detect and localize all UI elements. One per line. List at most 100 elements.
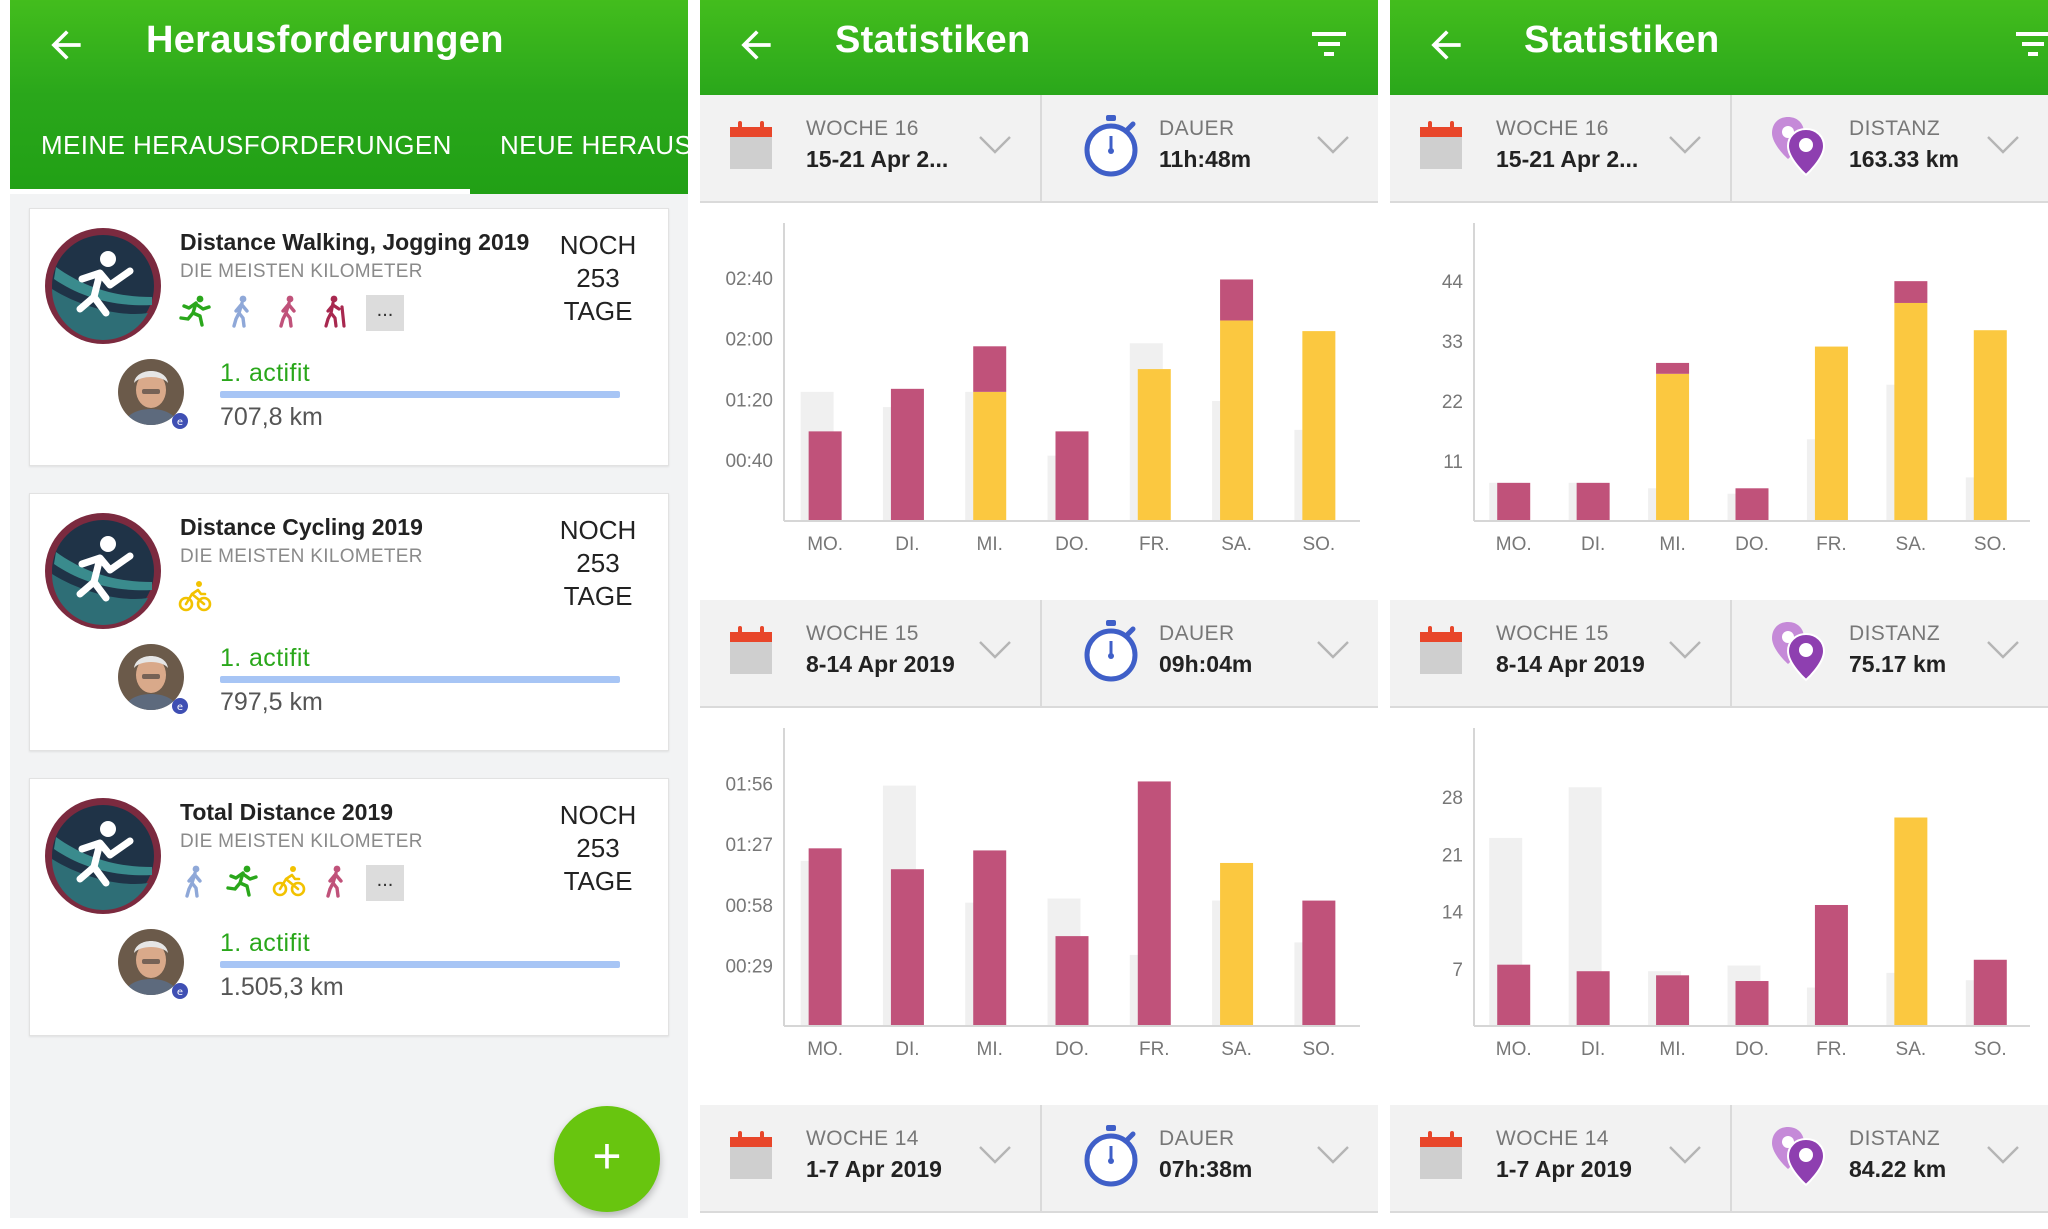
x-tick-label: MI. (1659, 1039, 1685, 1060)
days-remaining: NOCH 253 TAGE (530, 229, 666, 328)
leader-distance: 707,8 km (220, 403, 323, 431)
chevron-down-icon[interactable] (978, 1145, 1012, 1165)
week-selector[interactable]: WOCHE 16 15-21 Apr 2... (700, 95, 1040, 201)
bar-segment-red (1497, 482, 1531, 521)
chevron-down-icon[interactable] (1986, 1145, 2020, 1165)
week-selector[interactable]: WOCHE 14 1-7 Apr 2019 (1390, 1105, 1730, 1211)
y-tick-label: 22 (1442, 392, 1463, 413)
back-arrow-icon[interactable] (1424, 23, 1468, 67)
progress-bar (220, 676, 620, 683)
more-activities-button[interactable]: ... (366, 295, 404, 331)
challenge-card[interactable]: Total Distance 2019 DIE MEISTEN KILOMETE… (29, 778, 669, 1036)
bar-segment-red (973, 850, 1007, 1026)
x-tick-label: MI. (977, 534, 1003, 555)
avatar[interactable]: e (116, 642, 194, 720)
stopwatch-icon (1084, 620, 1138, 682)
y-tick-label: 11 (1443, 452, 1463, 473)
chevron-down-icon[interactable] (978, 640, 1012, 660)
y-tick-label: 14 (1442, 903, 1464, 924)
chevron-down-icon[interactable] (1316, 640, 1350, 660)
chevron-down-icon[interactable] (978, 135, 1012, 155)
metric-label: DAUER (1159, 117, 1235, 140)
avatar[interactable]: e (116, 357, 194, 435)
challenge-title: Total Distance 2019 (180, 799, 394, 825)
x-tick-label: DO. (1055, 534, 1089, 555)
challenges-screen: Herausforderungen MEINE HERAUSFORDERUNGE… (10, 0, 688, 1229)
more-activities-button[interactable]: ... (366, 865, 404, 901)
challenge-card[interactable]: Distance Walking, Jogging 2019 DIE MEIST… (29, 208, 669, 466)
chevron-down-icon[interactable] (1668, 135, 1702, 155)
metric-label: DISTANZ (1849, 1127, 1941, 1150)
week-selector[interactable]: WOCHE 16 15-21 Apr 2... (1390, 95, 1730, 201)
chevron-down-icon[interactable] (1668, 1145, 1702, 1165)
svg-text:e: e (177, 702, 183, 713)
chevron-down-icon[interactable] (1668, 640, 1702, 660)
days-remaining-prefix: NOCH (559, 800, 637, 830)
leader-rank[interactable]: 1. actifit (220, 929, 311, 957)
days-remaining-prefix: NOCH (559, 515, 637, 545)
back-arrow-icon[interactable] (44, 23, 88, 67)
metric-selector[interactable]: DAUER 09h:04m (1042, 600, 1378, 706)
progress-bar (220, 961, 620, 968)
activity-icons: ... (178, 863, 404, 903)
leader-rank[interactable]: 1. actifit (220, 644, 311, 672)
week-header: WOCHE 15 8-14 Apr 2019 DAUER 09h:04m (700, 600, 1378, 708)
page-title: Herausforderungen (146, 19, 504, 61)
header-divider (1730, 600, 1732, 706)
week-header: WOCHE 16 15-21 Apr 2... DISTANZ 163.33 k… (1390, 95, 2048, 203)
bar-segment-red (1137, 781, 1171, 1026)
running-icon (225, 864, 259, 903)
avatar[interactable]: e (116, 927, 194, 1005)
walking-icon (225, 294, 259, 333)
x-tick-label: MO. (1496, 1039, 1532, 1060)
y-tick-label: 28 (1442, 788, 1463, 809)
bar-segment-yellow (1894, 302, 1928, 521)
days-remaining-suffix: TAGE (563, 866, 633, 896)
stopwatch-icon (1084, 115, 1138, 177)
metric-total: 07h:38m (1159, 1156, 1253, 1182)
filter-icon[interactable] (1306, 24, 1352, 64)
metric-selector[interactable]: DAUER 11h:48m (1042, 95, 1378, 201)
y-tick-label: 21 (1442, 845, 1463, 866)
challenge-card[interactable]: Distance Cycling 2019 DIE MEISTEN KILOME… (29, 493, 669, 751)
metric-label: DISTANZ (1849, 117, 1941, 140)
tab-new-challenges[interactable]: NEUE HERAUSFORDERUNGEN (500, 130, 688, 160)
metric-selector[interactable]: DISTANZ 84.22 km (1732, 1105, 2048, 1211)
metric-selector[interactable]: DAUER 07h:38m (1042, 1105, 1378, 1211)
bar-segment-red (890, 388, 924, 521)
x-tick-label: DO. (1735, 534, 1769, 555)
metric-selector[interactable]: DISTANZ 163.33 km (1732, 95, 2048, 201)
svg-text:e: e (177, 987, 183, 998)
x-tick-label: MI. (977, 1039, 1003, 1060)
week-range: 8-14 Apr 2019 (806, 651, 955, 677)
filter-icon[interactable] (2010, 24, 2048, 64)
chevron-down-icon[interactable] (1986, 640, 2020, 660)
leader-rank[interactable]: 1. actifit (220, 359, 311, 387)
active-tab-indicator (10, 189, 470, 194)
week-selector[interactable]: WOCHE 14 1-7 Apr 2019 (700, 1105, 1040, 1211)
bar-segment-yellow (1220, 320, 1254, 521)
y-tick-label: 01:56 (725, 775, 773, 796)
challenge-logo-icon (45, 513, 161, 629)
x-tick-label: FR. (1816, 534, 1847, 555)
chevron-down-icon[interactable] (1316, 1145, 1350, 1165)
bar-segment-red (1497, 964, 1531, 1026)
chevron-down-icon[interactable] (1316, 135, 1350, 155)
metric-label: DAUER (1159, 1127, 1235, 1150)
metric-selector[interactable]: DISTANZ 75.17 km (1732, 600, 2048, 706)
back-arrow-icon[interactable] (734, 23, 778, 67)
chevron-down-icon[interactable] (1986, 135, 2020, 155)
week-selector[interactable]: WOCHE 15 8-14 Apr 2019 (1390, 600, 1730, 706)
week-selector[interactable]: WOCHE 15 8-14 Apr 2019 (700, 600, 1040, 706)
bar-segment-red (890, 869, 924, 1026)
challenge-subtitle: DIE MEISTEN KILOMETER (180, 831, 423, 852)
distance-stats-screen: Statistiken WOCHE 16 15-21 Apr 2... DIST… (1390, 0, 2048, 1229)
add-challenge-button[interactable]: + (554, 1106, 660, 1212)
metric-label: DAUER (1159, 622, 1235, 645)
calendar-icon (730, 626, 772, 674)
x-tick-label: DO. (1735, 1039, 1769, 1060)
bar-segment-yellow (1973, 330, 2007, 521)
header-divider (1040, 1105, 1042, 1211)
tab-my-challenges[interactable]: MEINE HERAUSFORDERUNGEN (41, 130, 452, 160)
walking-icon (319, 864, 353, 903)
